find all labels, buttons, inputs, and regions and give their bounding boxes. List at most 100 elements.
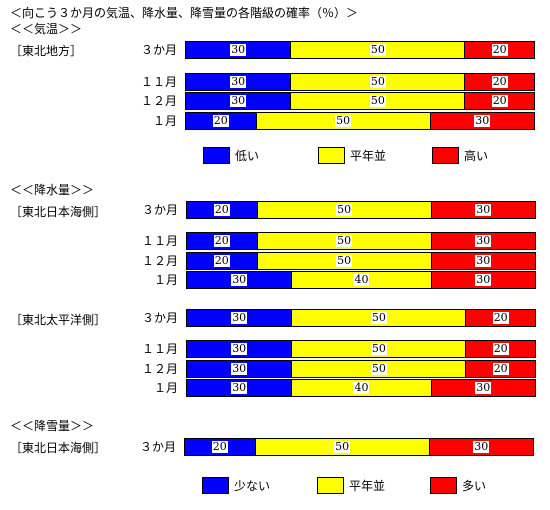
bar-segment-high: 20	[465, 361, 535, 377]
section-title-temp: ＜＜気温＞＞	[10, 22, 83, 36]
legend-swatch-normal	[318, 147, 345, 164]
bar-segment-normal: 50	[256, 233, 431, 249]
data-label: 20	[491, 75, 508, 88]
bar-segment-normal: 40	[291, 272, 431, 288]
bar-segment-normal: 50	[256, 253, 431, 269]
data-label: 20	[491, 94, 508, 107]
data-label: 50	[336, 203, 353, 216]
data-label: 30	[231, 381, 248, 394]
row-label: ３か月	[141, 203, 178, 217]
data-label: 50	[335, 114, 352, 127]
data-label: 30	[475, 234, 492, 247]
bar-segment-low: 30	[187, 361, 292, 377]
data-label: 30	[475, 273, 492, 286]
row-label: ３か月	[139, 440, 176, 454]
data-label: 30	[475, 381, 492, 394]
data-label: 20	[213, 203, 230, 216]
data-label: 30	[230, 94, 247, 107]
stacked-bar: 30 50 20	[185, 92, 535, 110]
region-label: ［東北太平洋側］	[10, 313, 107, 327]
row-label: １２月	[141, 254, 178, 268]
bar-segment-low: 30	[186, 74, 291, 90]
row-label: １２月	[140, 94, 177, 108]
bar-segment-normal: 50	[290, 74, 465, 90]
bar-segment-normal: 50	[290, 42, 465, 58]
bar-segment-normal: 50	[291, 341, 466, 357]
legend-swatch-less	[202, 477, 229, 494]
stacked-bar: 30 40 30	[186, 271, 536, 289]
bar-segment-low: 30	[187, 310, 292, 326]
data-label: 20	[211, 440, 228, 453]
data-label: 30	[231, 273, 248, 286]
data-label: 30	[474, 114, 491, 127]
data-label: 50	[336, 254, 353, 267]
bar-segment-normal: 50	[291, 310, 466, 326]
stacked-bar: 30 50 20	[185, 41, 535, 59]
row-label: １２月	[141, 362, 178, 376]
row-label: １１月	[140, 75, 177, 89]
data-label: 20	[492, 342, 509, 355]
data-label: 50	[369, 94, 386, 107]
region-label: ［東北日本海側］	[10, 205, 107, 219]
data-label: 20	[213, 254, 230, 267]
bar-segment-low: 30	[186, 93, 291, 109]
bar-segment-low: 20	[186, 113, 256, 129]
legend-label-less: 少ない	[234, 479, 271, 493]
bar-segment-low: 30	[187, 380, 292, 396]
bar-segment-low: 20	[187, 253, 257, 269]
bar-segment-high: 30	[428, 439, 533, 455]
data-label: 30	[230, 43, 247, 56]
bar-segment-low: 30	[186, 42, 291, 58]
legend-label-high: 高い	[464, 149, 489, 163]
region-label: ［東北日本海側］	[10, 441, 107, 455]
bar-segment-normal: 50	[255, 113, 430, 129]
data-label: 30	[231, 362, 248, 375]
bar-segment-high: 20	[464, 93, 534, 109]
stacked-bar: 20 50 30	[185, 112, 535, 130]
bar-segment-low: 20	[187, 202, 257, 218]
legend-swatch-low	[203, 147, 230, 164]
bar-segment-low: 20	[187, 233, 257, 249]
data-label: 20	[212, 114, 229, 127]
legend-swatch-normal-snow	[317, 477, 344, 494]
data-label: 50	[370, 311, 387, 324]
stacked-bar: 30 50 20	[185, 73, 535, 91]
data-label: 50	[370, 342, 387, 355]
data-label: 30	[473, 440, 490, 453]
bar-segment-normal: 50	[290, 93, 465, 109]
section-title-precip: ＜＜降水量＞＞	[10, 183, 95, 197]
stacked-bar: 20 50 30	[184, 438, 534, 456]
data-label: 30	[231, 342, 248, 355]
bar-segment-normal: 50	[254, 439, 429, 455]
stacked-bar: 20 50 30	[186, 252, 536, 270]
legend-swatch-high	[432, 147, 459, 164]
data-label: 50	[370, 362, 387, 375]
bar-segment-normal: 40	[291, 380, 431, 396]
section-title-snow: ＜＜降雪量＞＞	[10, 419, 95, 433]
legend-label-more: 多い	[462, 479, 487, 493]
bar-segment-low: 30	[187, 341, 292, 357]
row-label: １１月	[141, 342, 178, 356]
row-label: ３か月	[141, 311, 178, 325]
data-label: 30	[475, 254, 492, 267]
bar-segment-low: 20	[185, 439, 255, 455]
data-label: 50	[369, 43, 386, 56]
stacked-bar: 30 50 20	[186, 309, 536, 327]
data-label: 20	[492, 362, 509, 375]
bar-segment-low: 30	[187, 272, 292, 288]
data-label: 20	[213, 234, 230, 247]
stacked-bar: 30 50 20	[186, 360, 536, 378]
bar-segment-high: 30	[430, 272, 535, 288]
data-label: 20	[492, 311, 509, 324]
chart-title: ＜向こう３か月の気温、降水量、降雪量の各階級の確率（％）＞	[10, 6, 359, 20]
data-label: 30	[231, 311, 248, 324]
bar-segment-high: 20	[464, 42, 534, 58]
row-label: １月	[152, 114, 177, 128]
bar-segment-normal: 50	[291, 361, 466, 377]
region-label: ［東北地方］	[10, 44, 83, 58]
data-label: 40	[353, 381, 370, 394]
row-label: １月	[153, 381, 178, 395]
data-label: 50	[336, 234, 353, 247]
legend-swatch-more	[430, 477, 457, 494]
data-label: 20	[491, 43, 508, 56]
